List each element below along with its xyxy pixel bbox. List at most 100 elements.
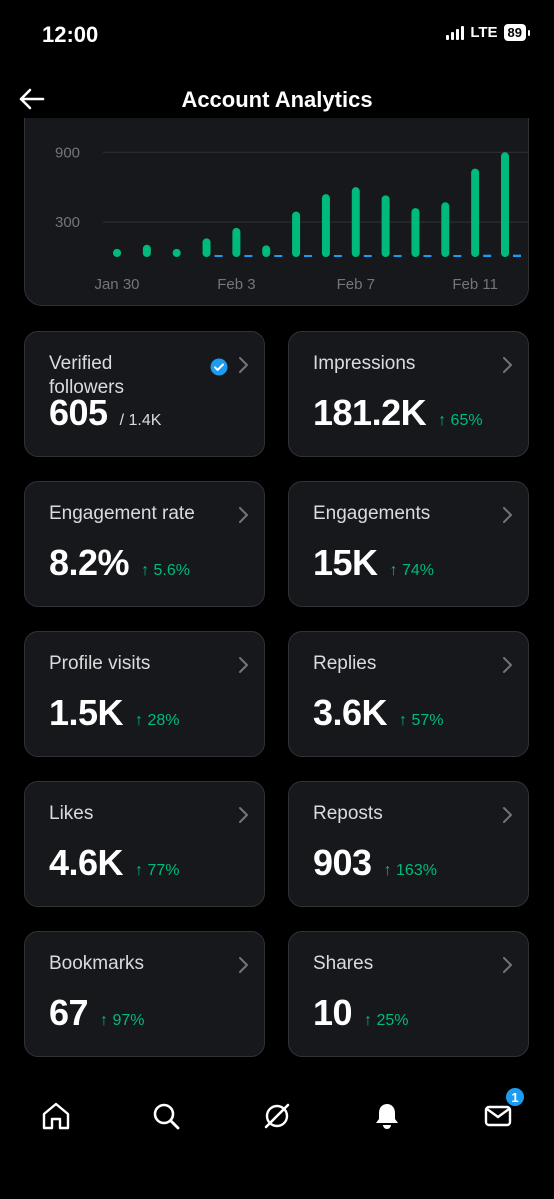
- home-icon[interactable]: [36, 1096, 76, 1136]
- metric-change: ↑ 5.6%: [141, 562, 190, 579]
- bar-feb-10: [441, 202, 450, 257]
- metric-label: Replies: [313, 653, 377, 674]
- bar-secondary-feb-12: [513, 254, 521, 257]
- x-tick-label: Feb 7: [337, 276, 375, 293]
- arrow-left-icon[interactable]: [14, 82, 48, 116]
- bar-secondary-feb-8: [393, 255, 402, 257]
- metric-change: ↑ 77%: [135, 862, 180, 879]
- messages-badge: 1: [504, 1086, 526, 1108]
- metric-label: Reposts: [313, 803, 383, 824]
- metric-card-likes[interactable]: Likes 4.6K ↑ 77%: [24, 781, 265, 907]
- metric-card-engagements[interactable]: Engagements 15K ↑ 74%: [288, 481, 529, 607]
- chevron-right-icon: [500, 356, 514, 374]
- metric-value: 4.6K: [49, 842, 124, 883]
- bar-secondary-feb-2: [214, 255, 223, 257]
- metric-card-reposts[interactable]: Reposts 903 ↑ 163%: [288, 781, 529, 907]
- metric-card-bookmarks[interactable]: Bookmarks 67 ↑ 97%: [24, 931, 265, 1057]
- metric-change: ↑ 74%: [389, 562, 435, 579]
- x-tick-label: Jan 30: [94, 276, 139, 293]
- metric-label: Likes: [49, 803, 94, 824]
- metric-value: 605: [49, 392, 108, 433]
- metric-value-row: 181.2K ↑ 65%: [313, 392, 483, 434]
- y-tick-label: 900: [55, 144, 80, 161]
- metric-value-row: 1.5K ↑ 28%: [49, 692, 180, 734]
- metric-value: 181.2K: [313, 392, 427, 433]
- chevron-right-icon: [500, 956, 514, 974]
- metric-value: 3.6K: [313, 692, 388, 733]
- metric-value-row: 4.6K ↑ 77%: [49, 842, 180, 884]
- metric-card-impressions[interactable]: Impressions 181.2K ↑ 65%: [288, 331, 529, 457]
- bar-feb-1: [172, 248, 181, 257]
- bar-feb-9: [411, 208, 420, 257]
- bar-secondary-feb-9: [423, 255, 432, 257]
- search-icon[interactable]: [146, 1096, 186, 1136]
- verified-badge-icon: [210, 358, 228, 381]
- messages-icon[interactable]: 1: [478, 1086, 526, 1136]
- bar-secondary-feb-7: [363, 255, 372, 257]
- x-tick-label: Feb 11: [452, 276, 498, 293]
- metric-label: Verified followers: [49, 353, 124, 398]
- metric-label: Impressions: [313, 353, 416, 374]
- header: Account Analytics: [0, 72, 554, 128]
- metric-label: Bookmarks: [49, 953, 145, 974]
- bar-feb-4: [262, 245, 271, 257]
- battery-icon: 89: [503, 24, 531, 41]
- metric-change: ↑ 97%: [100, 1012, 145, 1029]
- bar-jan-30: [113, 248, 121, 257]
- metric-label: Profile visits: [49, 653, 151, 674]
- bar-secondary-feb-10: [453, 255, 462, 257]
- analytics-chart: 900 300 Jan 30 Feb 3 Feb 7 Feb 11: [24, 118, 529, 306]
- bar-feb-2: [202, 238, 211, 257]
- network-label: LTE: [470, 24, 498, 41]
- bar-feb-3: [232, 227, 241, 257]
- bar-feb-5: [292, 211, 301, 257]
- chevron-right-icon: [236, 806, 250, 824]
- metrics-grid: Verified followers 605 / 1.4K Impressions 18…: [24, 331, 530, 1057]
- chevron-right-icon: [500, 806, 514, 824]
- signal-icon: [446, 25, 465, 40]
- chevron-right-icon: [236, 506, 250, 524]
- bar-feb-11: [471, 168, 480, 257]
- metric-label: Shares: [313, 953, 374, 974]
- metric-change: ↑ 163%: [383, 862, 437, 879]
- status-time: 12:00: [42, 22, 99, 47]
- metric-label: Engagements: [313, 503, 431, 524]
- page-title: Account Analytics: [181, 87, 373, 112]
- bar-secondary-feb-6: [333, 255, 342, 257]
- bar-feb-7: [351, 187, 360, 257]
- metric-value-row: 67 ↑ 97%: [49, 992, 145, 1034]
- metric-card-replies[interactable]: Replies 3.6K ↑ 57%: [288, 631, 529, 757]
- metric-change: ↑ 57%: [399, 712, 444, 729]
- metric-change: ↑ 25%: [364, 1012, 409, 1029]
- chevron-right-icon: [236, 956, 250, 974]
- metric-value-row: 8.2% ↑ 5.6%: [49, 542, 190, 584]
- metric-label: Engagement rate: [49, 503, 195, 524]
- metric-change: ↑ 65%: [438, 412, 483, 429]
- metric-card-profile-visits[interactable]: Profile visits 1.5K ↑ 28%: [24, 631, 265, 757]
- bar-chart: 900 300 Jan 30 Feb 3 Feb 7 Feb 11: [55, 144, 528, 293]
- status-bar: 12:00 LTE 89: [0, 0, 554, 72]
- grok-icon[interactable]: [257, 1096, 297, 1136]
- metric-value: 67: [49, 992, 89, 1033]
- metric-card-engagement-rate[interactable]: Engagement rate 8.2% ↑ 5.6%: [24, 481, 265, 607]
- metric-change: ↑ 28%: [135, 712, 180, 729]
- status-indicators: LTE 89: [446, 24, 531, 41]
- metric-value: 8.2%: [49, 542, 130, 583]
- y-tick-label: 300: [55, 214, 80, 231]
- chevron-right-icon: [500, 506, 514, 524]
- metric-value-row: 903 ↑ 163%: [313, 842, 437, 884]
- bottom-tab-bar: 1: [0, 1060, 554, 1199]
- metric-card-verified-followers[interactable]: Verified followers 605 / 1.4K: [24, 331, 265, 457]
- metric-value-row: 10 ↑ 25%: [313, 992, 409, 1034]
- bar-secondary-feb-11: [483, 254, 492, 257]
- bar-feb-12: [501, 152, 509, 257]
- metric-value-row: 3.6K ↑ 57%: [313, 692, 444, 734]
- chevron-right-icon: [236, 656, 250, 674]
- metric-value: 10: [313, 992, 353, 1033]
- notifications-icon[interactable]: [367, 1096, 407, 1136]
- metric-total: / 1.4K: [119, 412, 162, 429]
- metric-value: 1.5K: [49, 692, 124, 733]
- metric-value-row: 605 / 1.4K: [49, 392, 161, 434]
- metric-card-shares[interactable]: Shares 10 ↑ 25%: [288, 931, 529, 1057]
- bar-secondary-feb-3: [244, 255, 253, 257]
